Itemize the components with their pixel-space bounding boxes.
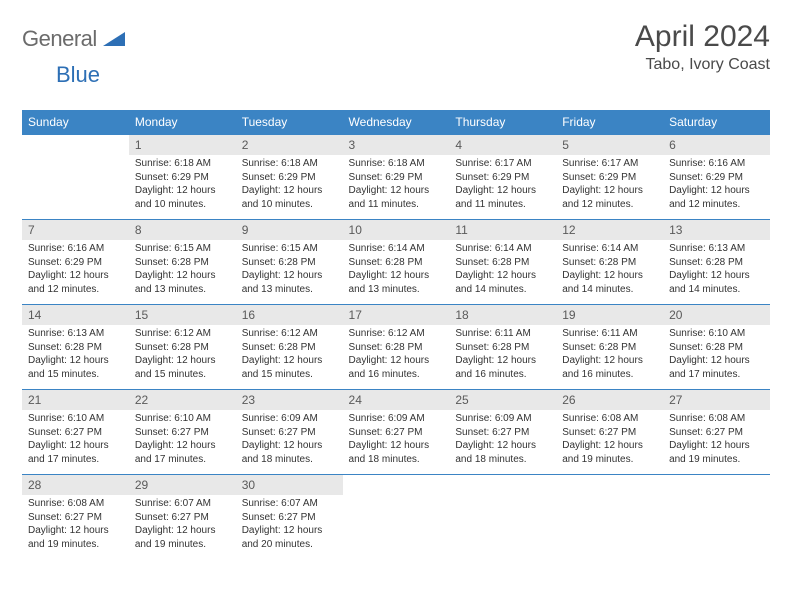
weekday-heading: Thursday: [449, 110, 556, 135]
day-number-cell: 8: [129, 220, 236, 241]
day-number-cell: 28: [22, 475, 129, 496]
brand-text-general: General: [22, 26, 97, 52]
day-info-cell: Sunrise: 6:18 AMSunset: 6:29 PMDaylight:…: [236, 155, 343, 220]
day-info-cell: Sunrise: 6:11 AMSunset: 6:28 PMDaylight:…: [449, 325, 556, 390]
calendar-table: Sunday Monday Tuesday Wednesday Thursday…: [22, 110, 770, 559]
day-info-cell: Sunrise: 6:10 AMSunset: 6:27 PMDaylight:…: [22, 410, 129, 475]
weekday-heading: Friday: [556, 110, 663, 135]
brand-triangle-icon: [103, 28, 125, 51]
brand-logo: General: [22, 20, 105, 52]
day-number-cell: 7: [22, 220, 129, 241]
day-info-cell: Sunrise: 6:09 AMSunset: 6:27 PMDaylight:…: [236, 410, 343, 475]
day-info-row: Sunrise: 6:16 AMSunset: 6:29 PMDaylight:…: [22, 240, 770, 305]
day-number-cell: 29: [129, 475, 236, 496]
day-number-cell: 16: [236, 305, 343, 326]
day-info-cell: Sunrise: 6:14 AMSunset: 6:28 PMDaylight:…: [343, 240, 450, 305]
day-number-cell: 21: [22, 390, 129, 411]
day-number-cell: 12: [556, 220, 663, 241]
day-number-cell: 25: [449, 390, 556, 411]
day-info-cell: Sunrise: 6:12 AMSunset: 6:28 PMDaylight:…: [343, 325, 450, 390]
day-info-cell: Sunrise: 6:15 AMSunset: 6:28 PMDaylight:…: [129, 240, 236, 305]
day-number-cell: [556, 475, 663, 496]
day-info-cell: Sunrise: 6:13 AMSunset: 6:28 PMDaylight:…: [22, 325, 129, 390]
weekday-header-row: Sunday Monday Tuesday Wednesday Thursday…: [22, 110, 770, 135]
day-number-cell: 2: [236, 135, 343, 156]
day-info-cell: Sunrise: 6:09 AMSunset: 6:27 PMDaylight:…: [449, 410, 556, 475]
day-number-cell: [449, 475, 556, 496]
day-number-cell: 5: [556, 135, 663, 156]
day-info-cell: Sunrise: 6:13 AMSunset: 6:28 PMDaylight:…: [663, 240, 770, 305]
month-title: April 2024: [635, 20, 770, 54]
day-number-cell: 26: [556, 390, 663, 411]
weekday-heading: Monday: [129, 110, 236, 135]
day-info-cell: Sunrise: 6:16 AMSunset: 6:29 PMDaylight:…: [663, 155, 770, 220]
day-info-cell: Sunrise: 6:08 AMSunset: 6:27 PMDaylight:…: [22, 495, 129, 559]
day-number-cell: 6: [663, 135, 770, 156]
day-number-row: 14151617181920: [22, 305, 770, 326]
day-info-cell: Sunrise: 6:10 AMSunset: 6:27 PMDaylight:…: [129, 410, 236, 475]
day-number-cell: [343, 475, 450, 496]
day-number-cell: 27: [663, 390, 770, 411]
day-info-cell: Sunrise: 6:18 AMSunset: 6:29 PMDaylight:…: [343, 155, 450, 220]
day-info-cell: Sunrise: 6:17 AMSunset: 6:29 PMDaylight:…: [556, 155, 663, 220]
day-info-cell: Sunrise: 6:14 AMSunset: 6:28 PMDaylight:…: [556, 240, 663, 305]
day-info-cell: Sunrise: 6:17 AMSunset: 6:29 PMDaylight:…: [449, 155, 556, 220]
weekday-heading: Wednesday: [343, 110, 450, 135]
day-info-cell: Sunrise: 6:12 AMSunset: 6:28 PMDaylight:…: [129, 325, 236, 390]
brand-text-blue: Blue: [56, 62, 100, 87]
day-info-cell: [343, 495, 450, 559]
day-number-row: 123456: [22, 135, 770, 156]
day-info-cell: Sunrise: 6:09 AMSunset: 6:27 PMDaylight:…: [343, 410, 450, 475]
day-number-cell: [663, 475, 770, 496]
day-number-cell: 15: [129, 305, 236, 326]
day-info-cell: [556, 495, 663, 559]
day-number-cell: 14: [22, 305, 129, 326]
day-info-cell: Sunrise: 6:08 AMSunset: 6:27 PMDaylight:…: [663, 410, 770, 475]
day-number-row: 21222324252627: [22, 390, 770, 411]
day-number-cell: 11: [449, 220, 556, 241]
day-info-cell: Sunrise: 6:15 AMSunset: 6:28 PMDaylight:…: [236, 240, 343, 305]
day-number-cell: 1: [129, 135, 236, 156]
day-info-cell: Sunrise: 6:11 AMSunset: 6:28 PMDaylight:…: [556, 325, 663, 390]
weekday-heading: Saturday: [663, 110, 770, 135]
day-number-cell: 9: [236, 220, 343, 241]
day-number-cell: 17: [343, 305, 450, 326]
day-number-cell: 4: [449, 135, 556, 156]
day-info-row: Sunrise: 6:10 AMSunset: 6:27 PMDaylight:…: [22, 410, 770, 475]
day-number-cell: 19: [556, 305, 663, 326]
day-info-cell: [449, 495, 556, 559]
day-number-cell: 20: [663, 305, 770, 326]
day-number-cell: 3: [343, 135, 450, 156]
day-info-cell: Sunrise: 6:18 AMSunset: 6:29 PMDaylight:…: [129, 155, 236, 220]
day-number-cell: 10: [343, 220, 450, 241]
day-info-cell: Sunrise: 6:14 AMSunset: 6:28 PMDaylight:…: [449, 240, 556, 305]
day-info-row: Sunrise: 6:18 AMSunset: 6:29 PMDaylight:…: [22, 155, 770, 220]
day-number-cell: 30: [236, 475, 343, 496]
day-number-row: 282930: [22, 475, 770, 496]
day-number-cell: 18: [449, 305, 556, 326]
day-number-cell: 24: [343, 390, 450, 411]
day-info-cell: Sunrise: 6:10 AMSunset: 6:28 PMDaylight:…: [663, 325, 770, 390]
day-info-cell: Sunrise: 6:12 AMSunset: 6:28 PMDaylight:…: [236, 325, 343, 390]
day-info-row: Sunrise: 6:13 AMSunset: 6:28 PMDaylight:…: [22, 325, 770, 390]
day-info-row: Sunrise: 6:08 AMSunset: 6:27 PMDaylight:…: [22, 495, 770, 559]
day-info-cell: Sunrise: 6:07 AMSunset: 6:27 PMDaylight:…: [129, 495, 236, 559]
day-info-cell: [663, 495, 770, 559]
day-number-cell: [22, 135, 129, 156]
day-info-cell: Sunrise: 6:08 AMSunset: 6:27 PMDaylight:…: [556, 410, 663, 475]
day-number-cell: 22: [129, 390, 236, 411]
weekday-heading: Sunday: [22, 110, 129, 135]
day-info-cell: Sunrise: 6:07 AMSunset: 6:27 PMDaylight:…: [236, 495, 343, 559]
day-number-cell: 23: [236, 390, 343, 411]
day-info-cell: Sunrise: 6:16 AMSunset: 6:29 PMDaylight:…: [22, 240, 129, 305]
day-number-cell: 13: [663, 220, 770, 241]
weekday-heading: Tuesday: [236, 110, 343, 135]
day-number-row: 78910111213: [22, 220, 770, 241]
day-info-cell: [22, 155, 129, 220]
